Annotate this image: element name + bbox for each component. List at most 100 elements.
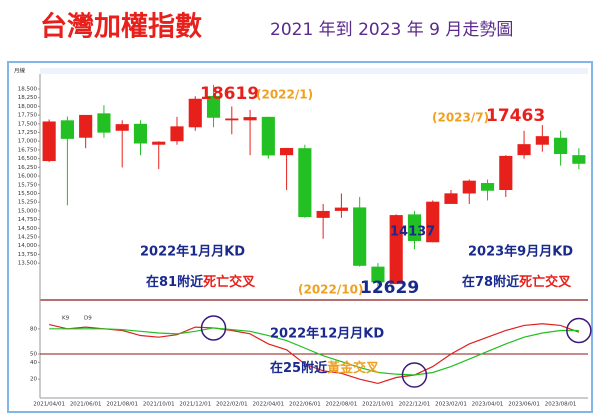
candle-body: [535, 136, 549, 145]
candle-body: [554, 137, 568, 154]
note-text: 在81附近死亡交叉: [146, 274, 256, 290]
y-tick-label: 13,750: [18, 252, 38, 258]
candle-body: [206, 95, 221, 118]
candle-body: [243, 117, 257, 121]
y-tick-label: 14,500: [18, 226, 38, 232]
x-tick-label: 2023/06/01: [508, 402, 540, 408]
note-highlight: 死亡交叉: [203, 274, 256, 290]
period-label: 月線: [14, 67, 26, 75]
candle-body: [261, 116, 275, 156]
candle-body: [517, 144, 531, 156]
chart-subtitle: 2021 年到 2023 年 9 月走勢圖: [270, 20, 513, 40]
x-tick-label: 2021/12/01: [179, 402, 211, 408]
candle-body: [462, 180, 476, 194]
x-tick-label: 2023/02/01: [435, 402, 467, 408]
y-tick-label: 17,750: [18, 113, 38, 119]
y-tick-label: 17,250: [18, 130, 38, 136]
kd-line: [49, 327, 579, 376]
candle-body: [152, 141, 166, 145]
legend-entry: K9: [62, 316, 70, 322]
candle-body: [280, 147, 294, 156]
y-tick-label: 80: [30, 326, 37, 332]
x-tick-label: 2021/08/01: [106, 402, 138, 408]
y-tick-label: 18,500: [18, 86, 38, 92]
note-title: 2022年12月月KD: [270, 326, 384, 342]
candle-body: [298, 148, 312, 217]
annotation: (2022/1): [256, 88, 313, 102]
cross-marker: [566, 317, 592, 344]
note-title: 2022年1月月KD: [140, 244, 245, 260]
y-tick-label: 16,750: [18, 147, 38, 153]
candle-body: [426, 201, 440, 243]
candle-body: [42, 121, 56, 162]
note-title: 2023年9月月KD: [468, 244, 573, 260]
x-tick-label: 2021/04/01: [33, 402, 65, 408]
y-tick-label: 15,500: [18, 191, 38, 197]
x-tick-label: 2022/06/01: [289, 402, 321, 408]
cross-marker: [200, 315, 227, 341]
y-tick-label: 18,000: [18, 104, 38, 110]
x-tick-label: 2022/04/01: [252, 402, 284, 408]
y-tick-label: 15,000: [18, 208, 38, 214]
candle-body: [389, 215, 403, 285]
candle-body: [353, 207, 367, 266]
candle-body: [316, 210, 330, 218]
note-text: 在78附近: [462, 274, 519, 290]
y-tick-label: 13,500: [18, 261, 38, 267]
candle-body: [480, 183, 495, 191]
annotation: 17463: [486, 106, 545, 126]
candle-body: [225, 118, 239, 121]
y-tick-label: 15,750: [18, 182, 38, 188]
candle-body: [188, 98, 202, 128]
x-tick-label: 2022/08/01: [326, 402, 358, 408]
annotation: (2023/7): [432, 111, 489, 125]
note-text: 在81附近: [146, 274, 203, 290]
chart-title: 台灣加權指數: [40, 11, 202, 43]
candle-body: [170, 126, 184, 142]
y-tick-label: 17,500: [18, 121, 38, 127]
kd-line: [48, 323, 580, 385]
y-tick-label: 14,250: [18, 235, 38, 241]
y-tick-label: 16,500: [18, 156, 38, 162]
note-highlight: 黃金交叉: [326, 360, 380, 376]
cross-marker: [401, 362, 428, 388]
annotation: 18619: [200, 84, 259, 104]
annotation: 12629: [360, 278, 419, 298]
x-tick-label: 2022/02/01: [216, 402, 248, 408]
note-text: 在25附近黃金交叉: [270, 360, 380, 376]
candle-body: [115, 124, 129, 131]
x-tick-label: 2022/10/01: [362, 402, 394, 408]
legend-entry: D9: [84, 316, 92, 322]
x-tick-label: 2023/08/01: [545, 402, 577, 408]
y-tick-label: 14,000: [18, 243, 38, 249]
annotation: (2022/10): [298, 283, 363, 297]
candle-body: [133, 123, 148, 144]
candle-body: [371, 266, 385, 283]
y-tick-label: 16,250: [18, 165, 38, 171]
y-tick-label: 18,250: [18, 95, 38, 101]
candle-body: [334, 207, 348, 211]
candle-body: [97, 113, 111, 133]
candle-body: [572, 155, 586, 164]
annotation: 14137: [390, 225, 435, 240]
candle-body: [79, 114, 93, 138]
candle-body: [444, 193, 458, 204]
x-tick-label: 2021/06/01: [70, 402, 102, 408]
y-tick-label: 50: [30, 352, 37, 358]
candle-body: [499, 155, 513, 190]
candle-body: [407, 214, 422, 241]
x-tick-label: 2023/04/01: [472, 402, 504, 408]
y-tick-label: 15,250: [18, 200, 38, 206]
info-bar: [40, 68, 588, 74]
x-tick-label: 2021/10/01: [143, 402, 175, 408]
note-highlight: 死亡交叉: [519, 274, 572, 290]
y-tick-label: 14,750: [18, 217, 38, 223]
note-text: 在25附近: [270, 360, 327, 376]
y-tick-label: 20: [30, 377, 37, 383]
x-tick-label: 2022/12/01: [399, 402, 431, 408]
candle-body: [60, 120, 74, 139]
note-text: 在78附近死亡交叉: [462, 274, 572, 290]
y-tick-label: 17,000: [18, 139, 38, 145]
